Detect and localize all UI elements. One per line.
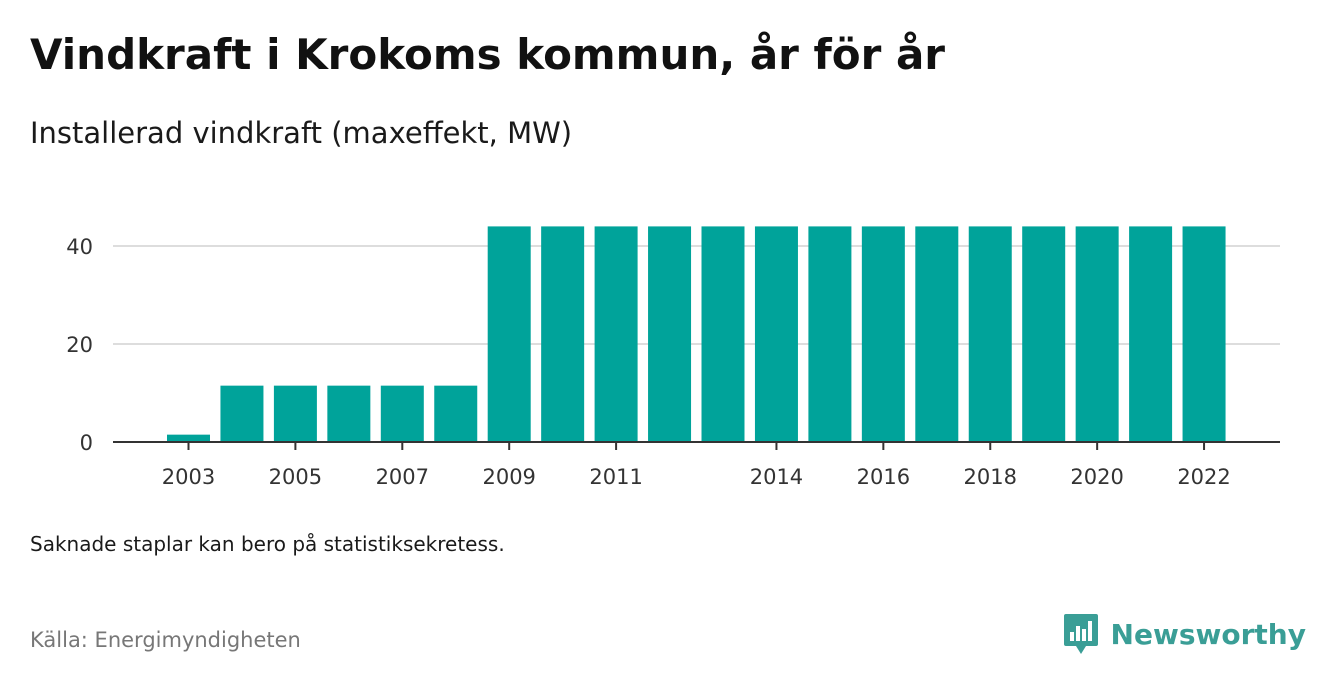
- x-tick-label: 2022: [1177, 465, 1230, 489]
- y-tick-label: 40: [66, 235, 93, 259]
- bar-2018: [968, 226, 1012, 442]
- bar-2003: [167, 434, 210, 442]
- x-tick-label: 2014: [750, 465, 803, 489]
- footnote: Saknade staplar kan bero på statistiksek…: [30, 532, 505, 556]
- bar-2016: [861, 226, 905, 442]
- bar-2010: [541, 226, 585, 442]
- bar-2014: [754, 226, 798, 442]
- bar-2021: [1129, 226, 1173, 442]
- bar-2017: [915, 226, 959, 442]
- bar-2006: [327, 385, 371, 442]
- bar-2004: [220, 385, 264, 442]
- bar-2009: [487, 226, 531, 442]
- bar-2007: [380, 385, 424, 442]
- bar-2013: [701, 226, 745, 442]
- bar-2005: [273, 385, 317, 442]
- brand-logo[interactable]: Newsworthy: [1063, 612, 1306, 656]
- bar-2011: [594, 226, 638, 442]
- x-tick-label: 2007: [376, 465, 429, 489]
- x-tick-label: 2009: [482, 465, 535, 489]
- x-tick-label: 2016: [857, 465, 910, 489]
- x-tick-label: 2005: [269, 465, 322, 489]
- x-tick-label: 2003: [162, 465, 215, 489]
- bar-2008: [434, 385, 478, 442]
- y-axis-ticks: 0 20 40: [66, 235, 93, 455]
- bar-2015: [808, 226, 852, 442]
- brand-name: Newsworthy: [1110, 617, 1306, 651]
- bar-2012: [648, 226, 692, 442]
- y-tick-label: 0: [80, 431, 93, 455]
- y-tick-label: 20: [66, 333, 93, 357]
- newsworthy-logo-icon: [1063, 614, 1098, 654]
- source-label: Källa: Energimyndigheten: [30, 628, 301, 652]
- bars: [167, 226, 1226, 442]
- chart-subtitle: Installerad vindkraft (maxeffekt, MW): [30, 116, 573, 150]
- x-tick-label: 2020: [1070, 465, 1123, 489]
- x-axis-ticks: 2003 2005 2007 2009 2011 2014 2016 2018 2020 2022: [162, 442, 1231, 489]
- bar-2022: [1182, 226, 1226, 442]
- x-tick-label: 2018: [964, 465, 1017, 489]
- bar-2020: [1075, 226, 1119, 442]
- bar-2019: [1022, 226, 1066, 442]
- x-tick-label: 2011: [589, 465, 642, 489]
- chart-title: Vindkraft i Krokoms kommun, år för år: [30, 30, 946, 79]
